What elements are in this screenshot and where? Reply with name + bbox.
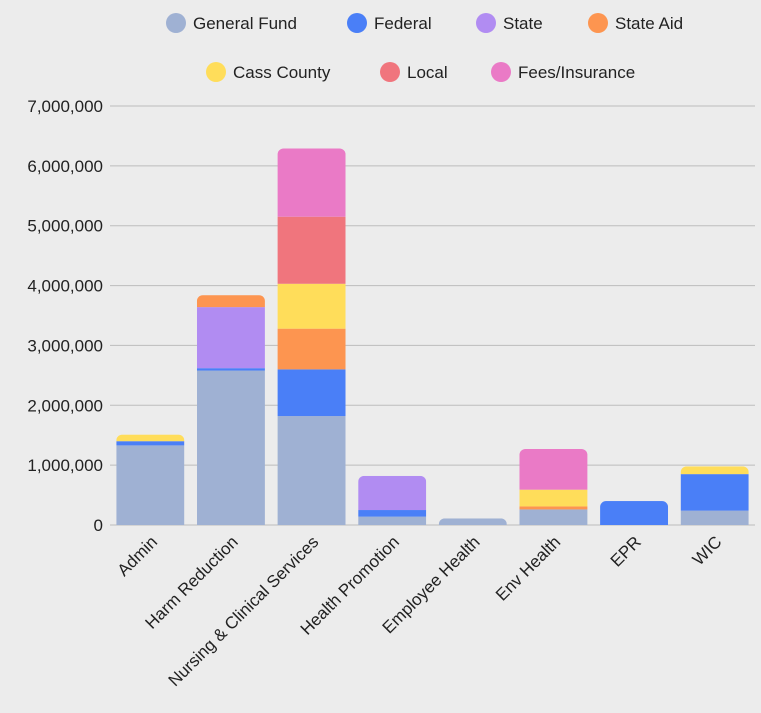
y-tick-label: 0	[94, 516, 103, 535]
x-tick-label: EPR	[607, 532, 645, 570]
bar-segment-cass-county	[680, 466, 749, 475]
legend-label: Local	[407, 63, 448, 82]
legend-marker	[206, 62, 226, 82]
legend-item-state: State	[476, 13, 543, 33]
y-tick-label: 4,000,000	[27, 277, 103, 296]
legend: General Fund Federal State State Aid Cass Co…	[166, 13, 683, 82]
y-tick-label: 7,000,000	[27, 97, 103, 116]
legend-label: Cass County	[233, 63, 331, 82]
legend-marker	[347, 13, 367, 33]
legend-marker	[380, 62, 400, 82]
bar-segment-cass-county	[519, 489, 588, 507]
bar-segment-federal	[196, 368, 265, 371]
x-tick-label: Admin	[114, 532, 162, 580]
bar-stack-env-health	[519, 448, 588, 525]
bar-segment-general-fund	[196, 370, 265, 525]
bar-segment-federal	[277, 369, 346, 417]
bar-stack-employee-health	[438, 518, 507, 525]
y-tick-label: 6,000,000	[27, 157, 103, 176]
legend-item-cass-county: Cass County	[206, 62, 331, 82]
bar-stack-admin	[116, 434, 185, 525]
legend-item-general-fund: General Fund	[166, 13, 297, 33]
legend-item-local: Local	[380, 62, 448, 82]
bar-stack-wic	[680, 466, 749, 525]
y-tick-label: 1,000,000	[27, 456, 103, 475]
bar-segment-state-aid	[196, 295, 265, 308]
y-axis: 0 1,000,000 2,000,000 3,000,000 4,000,000 5,0…	[27, 97, 103, 535]
y-tick-label: 3,000,000	[27, 336, 103, 355]
bar-segment-local	[277, 216, 346, 284]
legend-marker	[166, 13, 186, 33]
bar-stack-health-promotion	[358, 475, 427, 525]
bar-segment-general-fund	[680, 510, 749, 525]
bar-segment-general-fund	[358, 516, 427, 525]
x-tick-label: Nursing & Clinical Services	[165, 532, 323, 690]
legend-item-fees-insurance: Fees/Insurance	[491, 62, 635, 82]
bar-segment-general-fund	[438, 518, 507, 525]
bar-segment-general-fund	[277, 416, 346, 525]
bar-stack-epr	[600, 501, 669, 525]
bar-segment-cass-county	[116, 434, 185, 442]
bar-segment-state	[358, 475, 427, 511]
bar-segment-state-aid	[277, 328, 346, 370]
x-tick-label: Env Health	[492, 532, 564, 604]
bar-segment-federal	[680, 474, 749, 511]
legend-label: State Aid	[615, 14, 683, 33]
legend-marker	[476, 13, 496, 33]
bars	[116, 148, 749, 525]
bar-segment-fees-insurance	[277, 148, 346, 217]
bar-stack-harm-reduction	[196, 295, 265, 525]
legend-marker	[491, 62, 511, 82]
bar-segment-fees-insurance	[519, 448, 588, 490]
bar-segment-state	[196, 307, 265, 369]
bar-segment-federal	[600, 501, 669, 525]
bar-segment-federal	[116, 441, 185, 446]
bar-segment-general-fund	[519, 509, 588, 525]
legend-item-federal: Federal	[347, 13, 432, 33]
bar-stack-nursing-clinical-services	[277, 148, 346, 525]
bar-segment-general-fund	[116, 445, 185, 525]
bar-segment-state-aid	[519, 506, 588, 510]
bar-segment-cass-county	[277, 283, 346, 329]
legend-label: Fees/Insurance	[518, 63, 635, 82]
x-tick-label: WIC	[689, 532, 726, 569]
legend-label: State	[503, 14, 543, 33]
legend-marker	[588, 13, 608, 33]
legend-label: Federal	[374, 14, 432, 33]
bar-segment-federal	[358, 510, 427, 517]
legend-label: General Fund	[193, 14, 297, 33]
legend-item-state-aid: State Aid	[588, 13, 683, 33]
y-tick-label: 2,000,000	[27, 396, 103, 415]
y-tick-label: 5,000,000	[27, 217, 103, 236]
